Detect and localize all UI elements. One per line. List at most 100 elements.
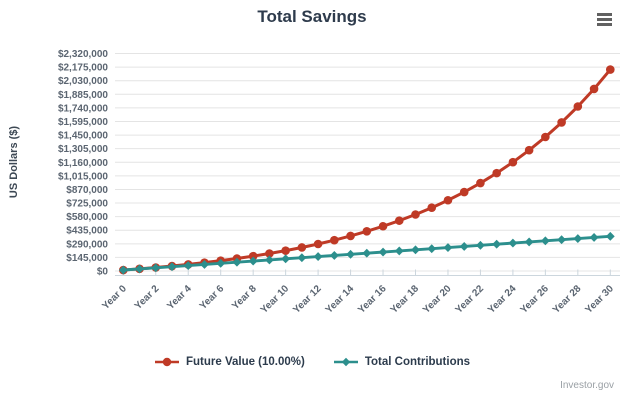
data-point-marker [265,249,274,258]
data-point-marker [297,243,307,252]
data-point-marker [313,252,323,261]
data-point-marker [281,254,291,264]
data-point-marker [573,102,583,111]
data-point-marker [427,203,437,213]
data-point-marker [248,256,258,266]
data-point-marker [167,262,177,272]
data-point-marker [346,231,355,241]
y-axis-tick-label: $725,000 [66,199,108,210]
data-point-marker [183,261,193,270]
x-axis-tick-label: Year 12 [291,283,324,316]
data-point-marker [394,246,404,256]
y-axis-tick-label: $435,000 [66,226,108,237]
legend-label: Total Contributions [364,356,471,368]
data-point-marker [541,132,550,142]
data-point-marker [524,145,534,155]
data-point-marker [508,238,518,248]
y-axis-tick-label: $1,160,000 [58,158,108,169]
x-axis-tick-label: Year 16 [356,283,389,316]
x-axis-tick-label: Year 2 [133,283,162,312]
y-axis-tick-label: $1,595,000 [58,117,108,128]
data-point-marker [459,187,469,197]
data-point-marker [557,118,566,127]
legend-circle-marker-icon [154,357,179,367]
data-point-marker [329,251,339,260]
data-point-marker [118,265,128,275]
chart-legend: Future Value (10.00%) Total Contributions [0,356,624,368]
data-point-marker [589,84,599,94]
y-axis-tick-label: $1,305,000 [58,144,108,155]
data-point-marker [508,157,518,167]
credits-link[interactable]: Investor.gov [560,380,614,391]
y-axis-tick-label: $1,450,000 [58,131,108,142]
data-point-marker [135,264,144,274]
data-point-marker [524,237,534,247]
y-axis-tick-label: $1,885,000 [58,90,108,101]
hamburger-menu-icon[interactable] [594,9,616,29]
x-axis-tick-label: Year 6 [198,283,227,312]
data-point-marker [248,251,258,261]
data-point-marker [589,233,599,242]
x-axis-tick-label: Year 22 [453,283,486,316]
y-axis-tick-label: $870,000 [66,185,108,196]
hamburger-bar [597,17,612,21]
y-axis-tick-label: $580,000 [66,212,108,223]
x-axis-tick-label: Year 14 [324,283,357,316]
data-point-marker [540,236,550,246]
data-point-marker [346,249,355,259]
data-point-marker [557,235,566,245]
y-axis-tick-label: $0 [97,267,109,278]
y-axis-tick-label: $2,175,000 [58,63,108,74]
x-axis-tick-label: Year 10 [259,283,292,316]
x-axis-tick-label: Year 0 [100,283,129,312]
x-axis-tick-label: Year 30 [583,283,616,316]
data-point-marker [443,195,453,205]
y-axis-tick-label: $2,030,000 [58,76,108,87]
data-point-marker [216,258,226,268]
legend-diamond-marker-icon [333,357,358,367]
hamburger-bar [597,22,612,26]
legend-item-0[interactable]: Future Value (10.00%) [154,356,305,368]
data-point-marker [232,257,242,267]
data-point-marker [605,231,615,241]
x-axis-tick-label: Year 8 [230,283,259,312]
x-axis-tick-label: Year 20 [421,283,454,316]
data-point-marker [265,255,274,265]
data-point-marker [297,253,307,263]
data-point-marker [492,239,502,249]
x-axis-tick-label: Year 28 [551,283,584,316]
chart-plot-area: $0 $145,000 $290,000 $435,000 $580,000 $725,0… [58,49,620,316]
data-point-marker [459,242,469,251]
y-axis-tick-label: $1,015,000 [58,171,108,182]
data-point-marker [362,227,372,236]
y-axis-tick-label: $290,000 [66,239,108,250]
data-point-marker [411,245,420,255]
data-point-marker [378,247,388,257]
data-point-marker [362,248,372,258]
y-axis-tick-label: $145,000 [66,253,108,264]
data-point-marker [476,240,485,250]
data-point-marker [200,260,209,269]
x-axis-tick-label: Year 24 [486,283,519,316]
data-point-marker [281,246,290,255]
data-point-marker [606,65,615,74]
y-axis-tick-label: $1,740,000 [58,103,108,114]
data-point-marker [394,216,404,225]
data-point-marker [476,178,485,188]
data-point-marker [492,168,501,178]
data-point-marker [378,221,388,231]
legend-label: Future Value (10.00%) [185,356,305,368]
legend-item-1[interactable]: Total Contributions [333,356,470,368]
data-point-marker [573,234,583,243]
hamburger-bar [597,12,612,16]
data-point-marker [330,235,339,245]
chart-title: Total Savings [257,7,367,26]
x-axis-tick-label: Year 18 [389,283,422,316]
data-point-marker [313,239,323,249]
data-point-marker [443,243,453,252]
x-axis-tick-label: Year 26 [518,283,551,316]
y-axis-tick-label: $2,320,000 [58,49,108,60]
data-point-marker [151,263,161,273]
data-point-marker [427,244,437,254]
